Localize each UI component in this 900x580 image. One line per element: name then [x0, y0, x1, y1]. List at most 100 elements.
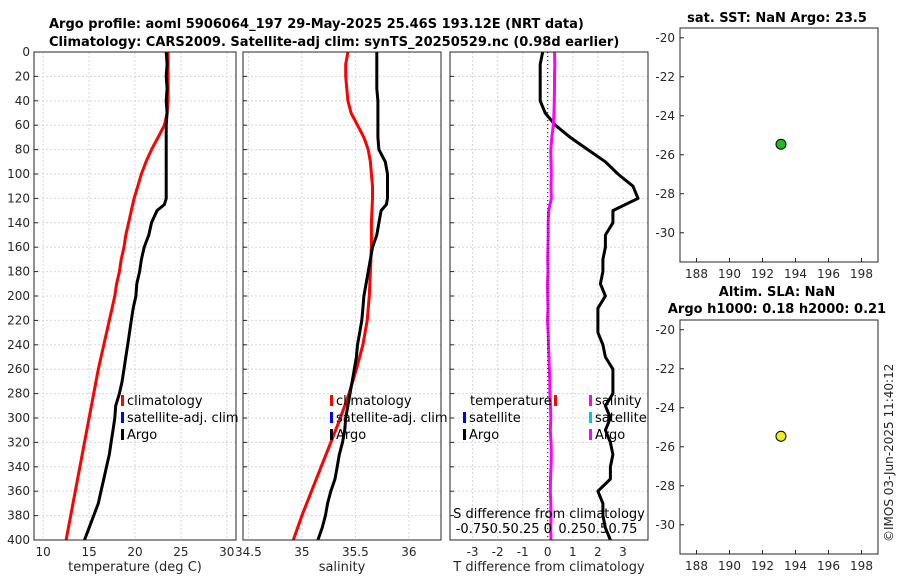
- sst_map-ytick-label: -24: [655, 109, 675, 123]
- sst_map-xtick-label: 198: [850, 267, 873, 281]
- sla_map-title-2: Argo h1000: 0.18 h2000: 0.21: [668, 302, 886, 317]
- sla_map-xtick-label: 192: [751, 559, 774, 573]
- sst_map-xtick-label: 188: [685, 267, 708, 281]
- sla_map-ytick-label: -30: [655, 518, 675, 532]
- sst_map-border: [679, 27, 879, 263]
- sst_map-xtick-label: 192: [751, 267, 774, 281]
- depth-tick-label: 0: [22, 45, 30, 59]
- difference-t-difference-argo-line: [538, 51, 640, 541]
- difference-s-tick-label: -0.5: [485, 522, 510, 537]
- depth-tick-label: 180: [7, 265, 30, 279]
- sla_map-xtick-label: 188: [685, 559, 708, 573]
- salinity-xlabel: salinity: [319, 560, 366, 575]
- difference-salinity-legend-label: satellite: [595, 411, 647, 426]
- salinity-argo-line: [316, 52, 389, 541]
- figure-title-line2: Climatology: CARS2009. Satellite-adj cli…: [49, 35, 619, 50]
- difference-panel: -3 -2 -1 0 1 2 3T difference from climatology -…: [449, 51, 649, 575]
- sst_map-ytick-label: -22: [655, 70, 675, 84]
- difference-xtick-label: 3: [619, 545, 627, 559]
- sla_map-argo-position-marker: [775, 430, 787, 442]
- difference-temperature-legend-label: Argo: [469, 428, 499, 443]
- depth-tick-label: 380: [7, 509, 30, 523]
- sla_map-ytick-label: -28: [655, 479, 675, 493]
- difference-xlabel: T difference from climatology: [452, 560, 645, 575]
- salinity-climatology-line: [291, 51, 374, 541]
- temperature-xtick-label: 10: [36, 545, 51, 559]
- difference-s-tick-label: 0.25: [558, 522, 587, 537]
- temperature-legend-label: satellite-adj. clim: [127, 411, 239, 426]
- temperature-xtick-label: 15: [81, 545, 96, 559]
- difference-s-tick-label: 0.75: [608, 522, 637, 537]
- difference-s-tick-label: -0.25: [506, 522, 540, 537]
- depth-tick-label: 60: [15, 118, 30, 132]
- sla_map-xtick-label: 190: [718, 559, 741, 573]
- difference-xtick-label: -3: [467, 545, 479, 559]
- salinity-legend-label: satellite-adj. clim: [336, 411, 448, 426]
- temperature-panel: 10 15 20 25 30020406080100120140160180200220…: [7, 45, 239, 575]
- temperature-legend-swatch: [121, 412, 124, 423]
- difference-xtick-label: -2: [492, 545, 504, 559]
- sla_map-ytick-label: -20: [655, 323, 675, 337]
- depth-tick-label: 260: [7, 362, 30, 376]
- sla_map-title-1: Altim. SLA: NaN: [719, 285, 835, 300]
- depth-tick-label: 320: [7, 435, 30, 449]
- salinity-xtick-label: 35: [294, 545, 309, 559]
- difference-s-tick-label: 0: [544, 522, 552, 537]
- sla_map-ytick-label: -24: [655, 401, 675, 415]
- salinity-legend-swatch: [330, 412, 333, 423]
- temperature-border: [33, 51, 237, 541]
- difference-xtick-label: 2: [594, 545, 602, 559]
- depth-tick-label: 160: [7, 240, 30, 254]
- depth-tick-label: 200: [7, 289, 30, 303]
- sla_map-xtick-label: 198: [850, 559, 873, 573]
- salinity-legend-swatch: [330, 429, 333, 440]
- sla_map-xtick-label: 196: [817, 559, 840, 573]
- salinity-legend-label: Argo: [336, 428, 366, 443]
- depth-tick-label: 300: [7, 411, 30, 425]
- depth-tick-label: 20: [15, 69, 30, 83]
- difference-legend-salinity-title: salinity: [595, 394, 642, 409]
- temperature-legend-label: Argo: [127, 428, 157, 443]
- temperature-xlabel: temperature (deg C): [68, 560, 202, 575]
- depth-tick-label: 240: [7, 338, 30, 352]
- difference-s-axis-label: S difference from climatology: [453, 507, 645, 522]
- sla-map-panel: 188 190 192 194 196 198 -20 -22 -24 -26 -28 -30 Alti…: [655, 285, 886, 573]
- temperature-xtick-label: 30: [219, 545, 234, 559]
- credit-text: ©IMOS 03-Jun-2025 11:40:12: [882, 364, 896, 542]
- sla_map-ytick-label: -26: [655, 440, 675, 454]
- difference-salinity-legend-swatch: [589, 412, 592, 423]
- temperature-legend-label: climatology: [127, 394, 203, 409]
- sla_map-border: [679, 319, 879, 555]
- difference-s-tick-label: 0.5: [588, 522, 609, 537]
- difference-legend-swatch: [554, 395, 557, 406]
- depth-tick-label: 140: [7, 216, 30, 230]
- depth-tick-label: 340: [7, 460, 30, 474]
- figure-title-line1: Argo profile: aoml 5906064_197 29-May-20…: [49, 17, 584, 32]
- sst_map-argo-position-marker: [775, 138, 787, 150]
- salinity-legend-label: climatology: [336, 394, 412, 409]
- temperature-xtick-label: 20: [127, 545, 142, 559]
- sst_map-xtick-label: 196: [817, 267, 840, 281]
- sst_map-ytick-label: -28: [655, 187, 675, 201]
- difference-legend-temperature-title: temperature: [470, 394, 552, 409]
- depth-tick-label: 40: [15, 94, 30, 108]
- difference-xtick-label: 0: [544, 545, 552, 559]
- difference-temperature-legend-swatch: [463, 429, 466, 440]
- depth-tick-label: 80: [15, 143, 30, 157]
- sla_map-xtick-label: 194: [784, 559, 807, 573]
- salinity-xtick-label: 34.5: [235, 545, 262, 559]
- sla_map-ytick-label: -22: [655, 362, 675, 376]
- depth-tick-label: 100: [7, 167, 30, 181]
- depth-tick-label: 220: [7, 313, 30, 327]
- sst_map-title-1: sat. SST: NaN Argo: 23.5: [687, 11, 867, 26]
- sst_map-xtick-label: 194: [784, 267, 807, 281]
- sst_map-ytick-label: -26: [655, 148, 675, 162]
- temperature-legend-swatch: [121, 395, 124, 406]
- sst-map-panel: 188 190 192 194 196 198 -20 -22 -24 -26 -28 -30 sat.…: [655, 11, 879, 281]
- difference-temperature-legend-swatch: [463, 412, 466, 423]
- difference-xtick-label: -1: [517, 545, 529, 559]
- temperature-xtick-label: 25: [173, 545, 188, 559]
- salinity-xtick-label: 35.5: [342, 545, 369, 559]
- difference-temperature-legend-label: satellite: [469, 411, 521, 426]
